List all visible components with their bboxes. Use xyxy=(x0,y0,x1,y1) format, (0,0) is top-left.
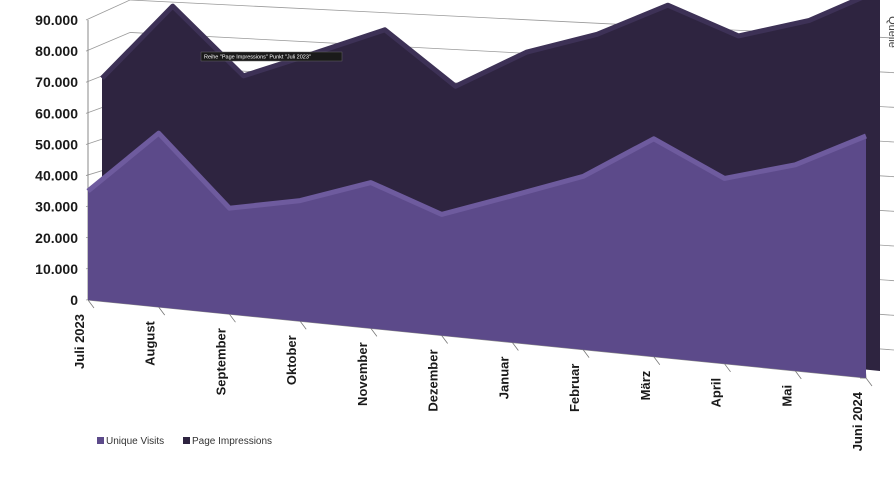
grid-side-line-8 xyxy=(85,32,131,52)
x-tick-mark-2 xyxy=(229,313,236,323)
x-tick-mark-5 xyxy=(441,335,448,344)
x-tick-label-dezember: Dezember xyxy=(426,349,441,411)
y-tick-label-4: 40.000 xyxy=(35,168,78,184)
legend-swatch-page-impressions xyxy=(183,437,190,444)
x-tick-mark-9 xyxy=(724,363,731,373)
x-tick-mark-8 xyxy=(653,356,661,365)
chart-series xyxy=(86,0,880,378)
y-tick-label-1: 10.000 xyxy=(35,261,78,277)
x-tick-label-märz: März xyxy=(638,370,653,400)
y-tick-label-8: 80.000 xyxy=(35,43,78,59)
x-tick-mark-1 xyxy=(158,306,166,316)
ridge-unique-visits xyxy=(86,130,867,217)
grid-side-line-9 xyxy=(85,0,131,21)
tooltip-label: Reihe "Page Impressions" Punkt "Juli 202… xyxy=(204,55,311,61)
x-tick-label-mai: Mai xyxy=(779,385,794,407)
x-tick-label-juli-2023: Juli 2023 xyxy=(72,314,87,369)
source-note: Quelle xyxy=(886,16,894,48)
x-tick-label-august: August xyxy=(143,320,158,365)
x-tick-label-oktober: Oktober xyxy=(284,335,299,385)
y-tick-label-9: 90.000 xyxy=(35,12,78,28)
x-tick-label-april: April xyxy=(709,378,724,408)
x-tick-label-juni-2024: Juni 2024 xyxy=(850,391,865,451)
x-tick-mark-0 xyxy=(87,299,95,309)
x-tick-mark-10 xyxy=(794,370,802,380)
legend-label-page-impressions: Page Impressions xyxy=(192,436,272,447)
x-tick-label-februar: Februar xyxy=(567,364,582,412)
x-axis-tick-labels: Juli 2023 August September Oktober November D… xyxy=(72,314,865,451)
area-unique-visits xyxy=(88,133,866,378)
ridge-page-impressions xyxy=(100,0,863,89)
legend-swatch-unique-visits xyxy=(97,437,104,444)
source-label: Quelle xyxy=(886,16,894,48)
legend-label-unique-visits: Unique Visits xyxy=(106,436,164,447)
x-tick-mark-11 xyxy=(865,377,873,387)
x-tick-label-november: November xyxy=(355,342,370,406)
x-tick-label-januar: Januar xyxy=(496,357,511,400)
x-tick-mark-3 xyxy=(299,321,307,330)
tooltip-box xyxy=(200,51,343,62)
y-tick-label-2: 20.000 xyxy=(35,230,78,246)
y-tick-label-3: 30.000 xyxy=(35,199,78,215)
y-tick-label-7: 70.000 xyxy=(35,74,78,90)
x-tick-mark-4 xyxy=(370,328,378,337)
x-tick-label-september: September xyxy=(213,328,228,395)
chart-legend: Unique Visits Page Impressions xyxy=(97,436,272,447)
x-tick-mark-6 xyxy=(512,342,519,351)
y-tick-label-5: 50.000 xyxy=(35,136,78,152)
x-tick-mark-7 xyxy=(582,349,590,358)
y-axis-tick-labels: 0 10.000 20.000 30.000 40.000 50.000 60.000 70.… xyxy=(35,12,78,308)
y-tick-label-6: 60.000 xyxy=(35,105,78,121)
y-tick-label-0: 0 xyxy=(70,292,78,308)
data-point-tooltip: Reihe "Page Impressions" Punkt "Juli 202… xyxy=(200,51,343,62)
